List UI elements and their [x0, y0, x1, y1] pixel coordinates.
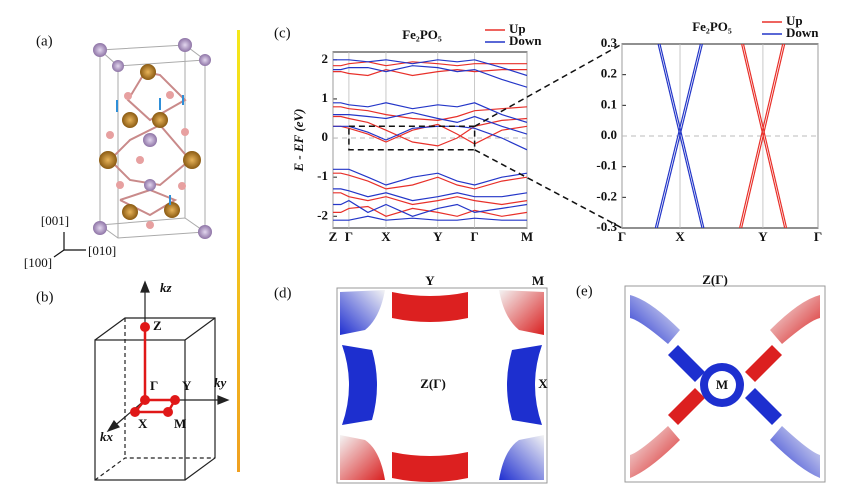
band	[333, 172, 527, 190]
x-tick-label: X	[675, 229, 685, 244]
legend-label: Down	[786, 25, 819, 40]
x-tick-label: Y	[758, 229, 768, 244]
band	[333, 111, 527, 135]
axis-label: [100]	[24, 255, 52, 270]
zoom-connector	[474, 149, 623, 229]
band	[333, 123, 527, 145]
k-point-label: M	[716, 377, 728, 392]
zoom-window	[348, 125, 476, 151]
band	[659, 44, 705, 228]
y-tick-label: 2	[322, 51, 329, 66]
y-tick-label: 0.1	[601, 96, 617, 111]
zoom-connector	[474, 43, 623, 127]
k-point-label: Z(Γ)	[702, 272, 728, 287]
axis-label: kx	[100, 429, 114, 444]
x-tick-label: Y	[433, 229, 443, 244]
band	[333, 59, 527, 77]
legend-label: Up	[509, 21, 526, 36]
k-point-label: X	[538, 376, 548, 391]
chart-title: Fe₂PO₅	[692, 19, 732, 34]
axis-label: [010]	[88, 243, 116, 258]
crystal-structure	[93, 38, 212, 239]
chart-title: Fe₂PO₅	[402, 27, 442, 42]
k-point-label: Y	[425, 273, 435, 288]
x-tick-label: Z	[329, 229, 338, 244]
axis-label: ky	[214, 375, 227, 390]
band	[333, 192, 527, 206]
crystal-axes	[53, 232, 86, 258]
band	[656, 44, 703, 228]
x-tick-label: M	[521, 229, 533, 244]
y-tick-label: -0.2	[596, 188, 617, 203]
panel-label: (a)	[36, 33, 53, 49]
k-point-label: Z(Γ)	[420, 376, 446, 391]
band	[741, 44, 786, 228]
k-point-label: M	[174, 416, 186, 431]
x-tick-label: X	[381, 229, 391, 244]
x-tick-label: Γ	[814, 229, 822, 244]
band	[333, 168, 527, 186]
x-tick-label: Γ	[470, 229, 478, 244]
y-tick-label: 1	[322, 90, 329, 105]
band	[333, 205, 527, 217]
band	[333, 65, 527, 88]
panel-label: (e)	[576, 283, 593, 299]
panel-label: (d)	[274, 285, 292, 301]
y-tick-label: 0.0	[601, 127, 617, 142]
k-point-label: Γ	[150, 378, 158, 393]
brillouin-zone	[94, 280, 230, 481]
k-point-label: M	[532, 273, 544, 288]
band	[333, 199, 527, 217]
x-tick-label: Γ	[618, 229, 626, 244]
band	[739, 44, 784, 228]
band	[333, 61, 527, 67]
band	[333, 68, 527, 77]
y-tick-label: 0.2	[601, 66, 617, 81]
panel-label: (c)	[274, 25, 291, 41]
band	[333, 125, 527, 151]
k-point-label: Z	[153, 318, 162, 333]
legend-label: Down	[509, 33, 542, 48]
band	[333, 215, 527, 221]
y-tick-label: -1	[317, 168, 328, 183]
y-tick-label: -2	[317, 207, 328, 222]
fermi-surface	[336, 287, 548, 484]
y-tick-label: 0	[322, 129, 329, 144]
y-axis-label: E - EF (eV)	[291, 109, 306, 173]
divider	[237, 30, 240, 472]
y-tick-label: -0.1	[596, 158, 617, 173]
band	[333, 188, 527, 202]
k-point-label: X	[138, 416, 148, 431]
panel-label: (b)	[36, 289, 54, 305]
x-tick-label: Γ	[345, 229, 353, 244]
axis-label: kz	[160, 280, 173, 295]
legend-label: Up	[786, 13, 803, 28]
band	[333, 102, 527, 123]
axis-label: [001]	[41, 213, 69, 228]
fermi-surface	[624, 285, 826, 483]
y-tick-label: 0.3	[601, 35, 618, 50]
band	[654, 44, 701, 228]
y-tick-label: -0.3	[596, 219, 617, 234]
band	[333, 115, 527, 147]
band	[742, 44, 788, 228]
band	[333, 106, 527, 122]
k-point-label: Y	[182, 378, 192, 393]
